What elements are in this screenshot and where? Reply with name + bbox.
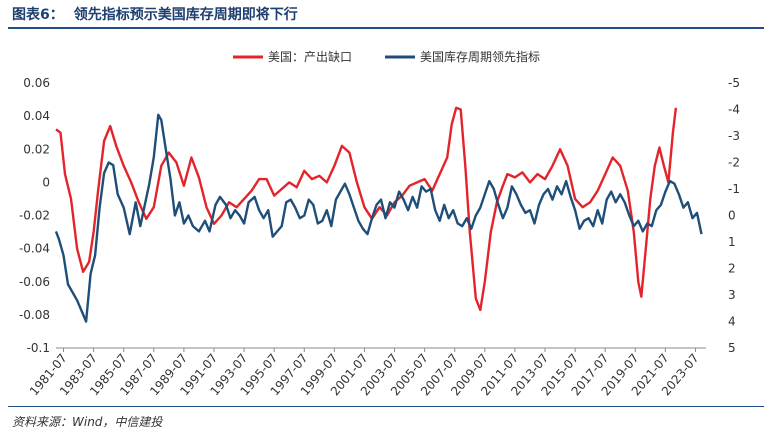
y-left-tick-label: 0 [42, 175, 50, 189]
y-right-tick-label: -5 [728, 76, 740, 90]
y-right-tick-label: 3 [728, 288, 736, 302]
figure-title: 图表6： 领先指标预示美国库存周期即将下行 [12, 4, 298, 24]
y-right-tick-label: 0 [728, 209, 736, 223]
y-left-tick-label: 0.06 [23, 76, 50, 90]
y-left-tick-label: -0.1 [27, 341, 50, 355]
y-left-tick-label: 0.04 [23, 109, 50, 123]
y-left-tick-label: -0.08 [19, 308, 50, 322]
legend-label: 美国：产出缺口 [268, 49, 352, 64]
y-right-tick-label: 2 [728, 262, 736, 276]
figure-label: 图表6： [12, 7, 64, 23]
y-right-tick-label: -3 [728, 129, 740, 143]
y-right-tick-label: -2 [728, 156, 740, 170]
source-rule [8, 406, 764, 407]
series-line-output-gap [55, 106, 678, 312]
y-right-tick-label: -4 [728, 103, 740, 117]
y-right-tick-label: 1 [728, 235, 736, 249]
y-left-tick-label: 0.02 [23, 142, 50, 156]
y-right-tick-label: 4 [728, 315, 736, 329]
y-left-tick-label: -0.06 [19, 275, 50, 289]
source-note: 资料来源：Wind，中信建投 [12, 415, 163, 429]
y-right-tick-label: 5 [728, 341, 736, 355]
title-rule [8, 27, 764, 29]
figure-title-text: 领先指标预示美国库存周期即将下行 [73, 7, 298, 23]
y-right-tick-label: -1 [728, 182, 740, 196]
y-left-tick-label: -0.02 [19, 209, 50, 223]
y-left-tick-label: -0.04 [19, 242, 50, 256]
legend-label: 美国库存周期领先指标 [420, 49, 540, 64]
series-line-inventory-indicator [54, 113, 703, 323]
